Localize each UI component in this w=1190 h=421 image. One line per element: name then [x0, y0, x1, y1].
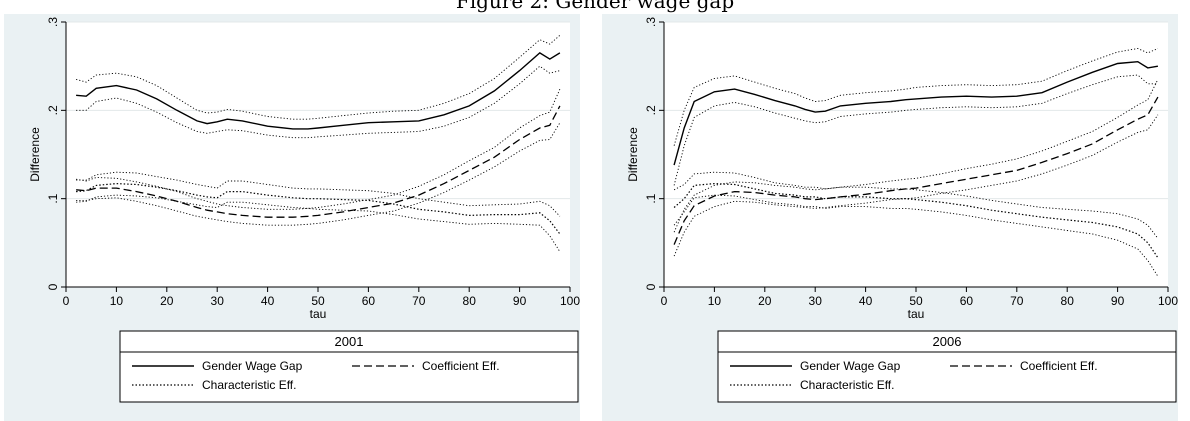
- series-0-ci-upper: [673, 48, 1159, 146]
- y-axis-label: Difference: [626, 127, 640, 182]
- x-tick-label: 90: [513, 294, 527, 308]
- x-tick-label: 80: [463, 294, 477, 308]
- y-tick-label: .3: [644, 17, 658, 27]
- chart-panel-2006: 0 .1 .2 .3 0 10 20 30 40 50 60 70 80 90 100 Difference t…: [602, 14, 1178, 421]
- x-tick-label: 20: [160, 294, 174, 308]
- x-axis-label: tau: [310, 307, 327, 321]
- series-0-ci-lower: [76, 65, 561, 139]
- plot-area: [66, 22, 570, 287]
- legend-box: [119, 330, 579, 403]
- series-line-0: [76, 52, 561, 130]
- x-tick-label: 60: [362, 294, 376, 308]
- x-tick-label: 0: [661, 294, 668, 308]
- series-line-1: [76, 105, 561, 218]
- series-0-ci-upper: [75, 34, 561, 120]
- y-tick-label: .1: [644, 193, 658, 203]
- series-line-1: [673, 96, 1159, 245]
- y-tick-label: .2: [644, 105, 658, 115]
- series-2-ci-upper: [76, 171, 561, 217]
- legend-label-0: Gender Wage Gap: [800, 359, 901, 373]
- legend-label-0: Gender Wage Gap: [202, 359, 303, 373]
- x-tick-label: 20: [758, 294, 772, 308]
- legend-box: [717, 330, 1177, 403]
- figure-caption-strip: Figure 2: Gender wage gap: [0, 0, 1190, 14]
- legend-label-1: Coefficient Eff.: [422, 359, 500, 373]
- x-tick-label: 50: [311, 294, 325, 308]
- y-tick-label: 0: [46, 283, 60, 290]
- series-1-ci-lower: [76, 122, 561, 226]
- y-axis-label: Difference: [28, 127, 42, 182]
- series-line-0: [673, 60, 1159, 166]
- x-tick-label: 40: [859, 294, 873, 308]
- x-tick-label: 10: [708, 294, 722, 308]
- series-1-ci-upper: [673, 79, 1159, 233]
- chart-panel-2001: 0 .1 .2 .3 0 10 20 30 40 50 60 70 80 90 100 Difference t…: [4, 14, 580, 421]
- legend-label-2: Characteristic Eff.: [202, 378, 296, 392]
- x-tick-label: 60: [960, 294, 974, 308]
- plot-area: [664, 22, 1168, 287]
- legend-title: 2006: [933, 334, 962, 349]
- y-tick-label: 0: [644, 283, 658, 290]
- x-tick-label: 50: [909, 294, 923, 308]
- chart-svg-2001: 0 .1 .2 .3 0 10 20 30 40 50 60 70 80 90 100 Difference t…: [4, 14, 580, 421]
- x-tick-label: 70: [412, 294, 426, 308]
- x-tick-label: 90: [1111, 294, 1125, 308]
- y-tick-label: .1: [46, 193, 60, 203]
- x-axis-label: tau: [908, 307, 925, 321]
- series-2-ci-upper: [673, 171, 1159, 239]
- x-tick-label: 100: [560, 294, 580, 308]
- series-0-ci-lower: [673, 74, 1158, 186]
- x-tick-label: 10: [110, 294, 124, 308]
- chart-svg-2006: 0 .1 .2 .3 0 10 20 30 40 50 60 70 80 90 100 Difference t…: [602, 14, 1178, 421]
- y-tick-label: .2: [46, 105, 60, 115]
- x-tick-label: 80: [1061, 294, 1075, 308]
- figure-caption: Figure 2: Gender wage gap: [455, 0, 735, 13]
- x-tick-label: 30: [211, 294, 225, 308]
- x-tick-label: 40: [261, 294, 275, 308]
- legend-label-2: Characteristic Eff.: [800, 378, 894, 392]
- series-2-ci-lower: [76, 194, 561, 252]
- x-tick-label: 100: [1158, 294, 1178, 308]
- legend-label-1: Coefficient Eff.: [1020, 359, 1098, 373]
- series-1-ci-upper: [76, 88, 561, 210]
- x-tick-label: 0: [63, 294, 70, 308]
- series-line-2: [673, 182, 1159, 259]
- series-line-2: [76, 182, 561, 235]
- legend-title: 2001: [335, 334, 364, 349]
- y-tick-label: .3: [46, 17, 60, 27]
- x-tick-label: 70: [1010, 294, 1024, 308]
- x-tick-label: 30: [809, 294, 823, 308]
